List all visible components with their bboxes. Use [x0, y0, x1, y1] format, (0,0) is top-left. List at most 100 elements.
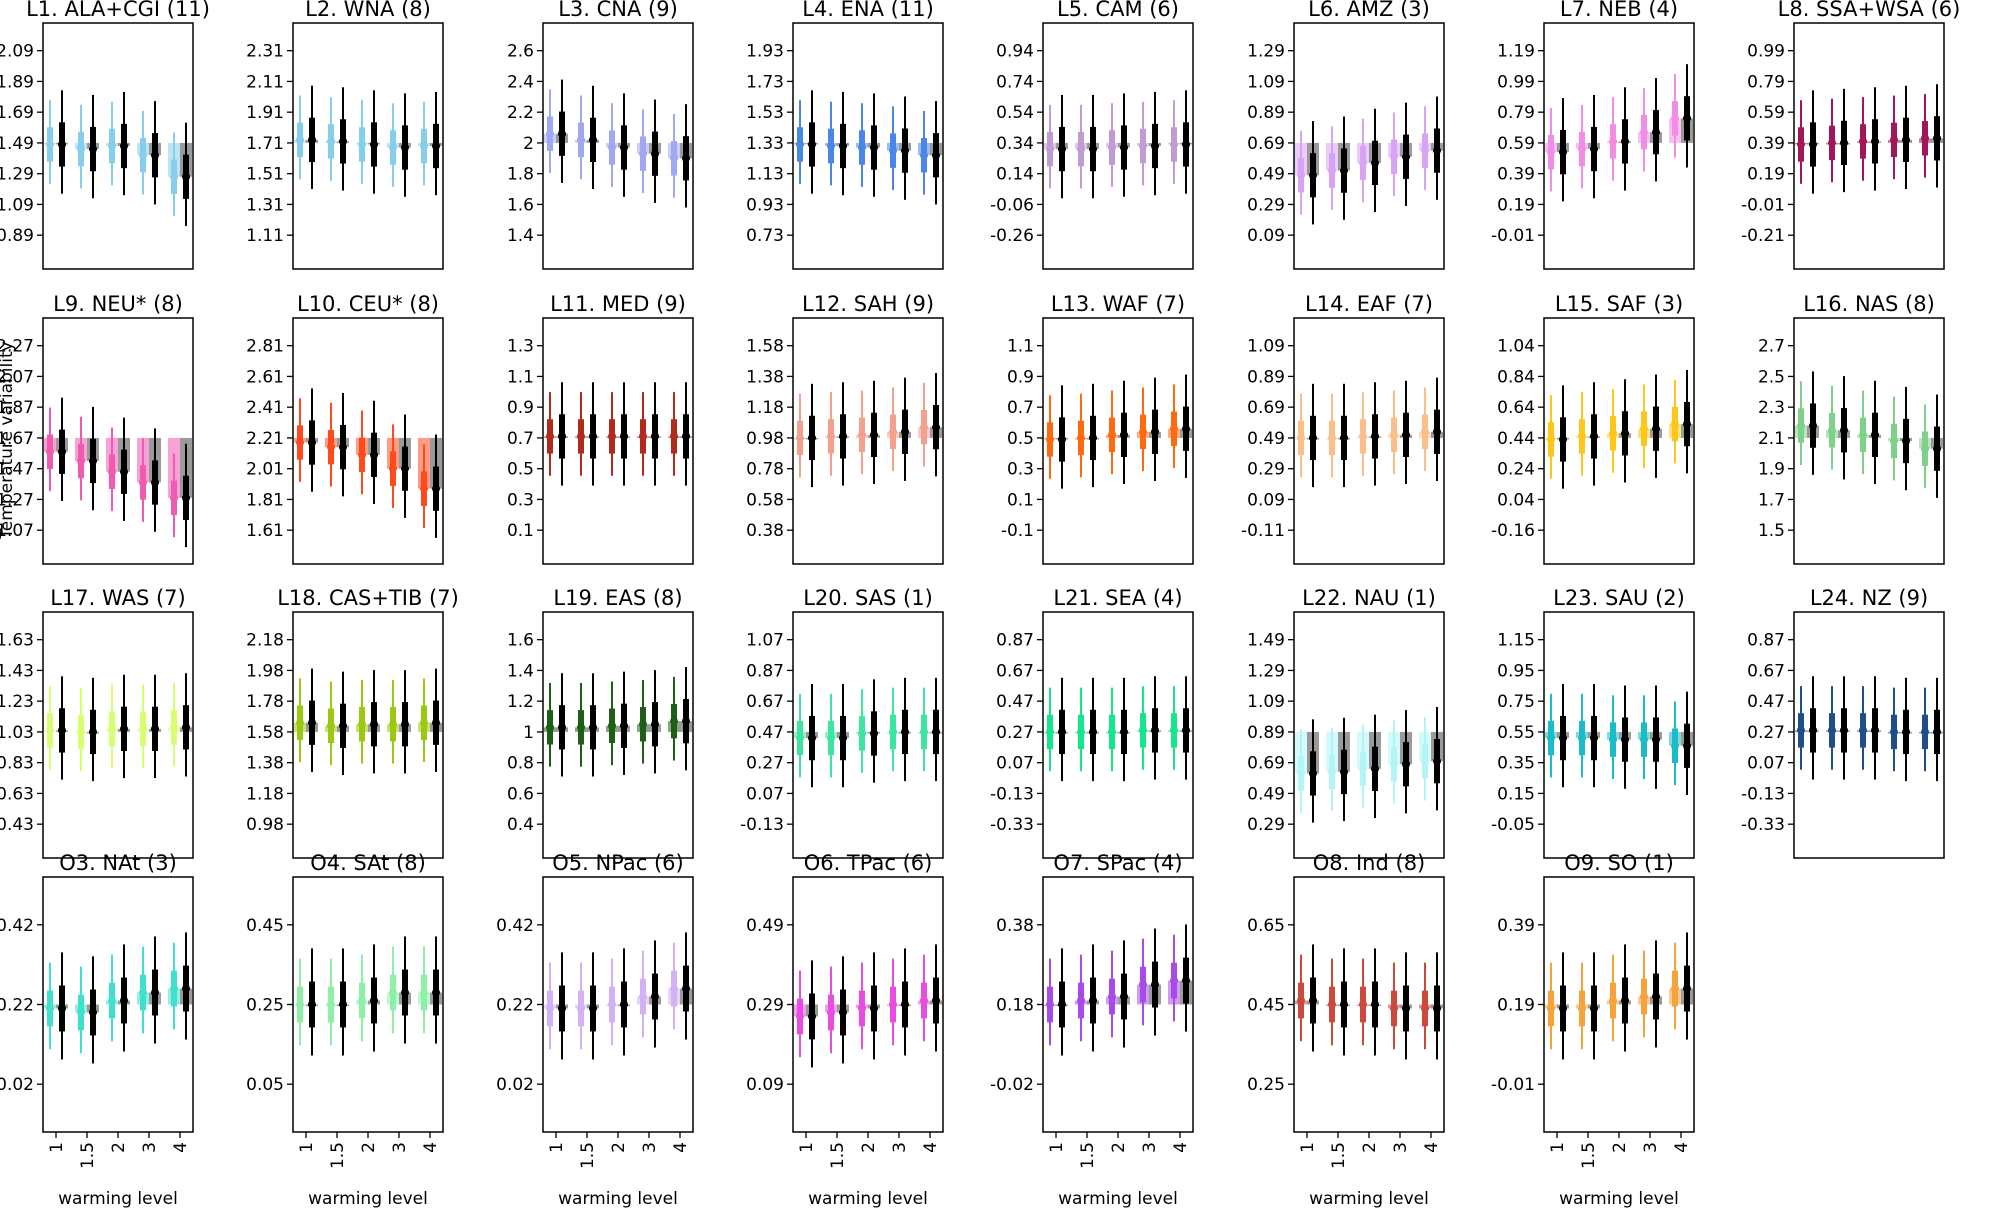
marker-model	[920, 151, 928, 160]
y-tick-label: 0.69	[1247, 754, 1285, 774]
y-tick-label: 2.4	[507, 72, 534, 92]
marker-obs	[682, 432, 690, 441]
y-tick-label: 1.78	[246, 692, 284, 712]
marker-model	[296, 1000, 304, 1009]
marker-model	[1297, 996, 1305, 1005]
y-tick-label: 0.67	[996, 661, 1034, 681]
marker-obs	[1809, 421, 1817, 430]
marker-model	[608, 143, 616, 152]
marker-model	[1609, 996, 1617, 1005]
marker-model	[1578, 734, 1586, 743]
marker-obs	[1058, 1000, 1066, 1009]
y-tick-label: 0.24	[1497, 460, 1535, 480]
marker-model	[1170, 726, 1178, 735]
x-axis-label: warming level	[58, 1189, 178, 1209]
marker-obs	[558, 129, 566, 138]
y-tick-label: 0.19	[1497, 195, 1535, 215]
y-tick-label: 0.25	[246, 996, 284, 1016]
y-tick-label: 1.2	[507, 692, 534, 712]
y-tick-label: 1.07	[746, 631, 784, 651]
panel-1: L1. ALA+CGI (11) 2.09 1.89 1.69 1.49 1.29 1.09…	[0, 0, 210, 270]
panel-title: O5. NPac (6)	[552, 851, 684, 875]
y-tick-label: -0.06	[990, 195, 1034, 215]
marker-model	[1828, 426, 1836, 435]
y-tick-label: 1.53	[746, 103, 784, 123]
marker-obs	[1182, 140, 1190, 149]
panel-title: L19. EAS (8)	[553, 586, 682, 610]
panel-title: L2. WNA (8)	[305, 0, 431, 21]
panel-12: L12. SAH (9) 1.58 1.38 1.18 0.98 0.78 0.58 0.38	[746, 292, 944, 565]
marker-model	[389, 143, 397, 152]
marker-model	[670, 984, 678, 993]
x-tick-label: 1	[297, 1142, 317, 1153]
y-tick-label: -0.1	[1001, 521, 1034, 541]
marker-model	[296, 135, 304, 144]
x-tick-label: 1.5	[828, 1142, 848, 1169]
marker-model	[1328, 767, 1336, 776]
y-tick-label: 2.18	[246, 631, 284, 651]
y-tick-label: 0.4	[507, 815, 534, 835]
x-axis-label: warming level	[1058, 1189, 1178, 1209]
marker-model	[420, 718, 428, 727]
marker-obs	[1371, 432, 1379, 441]
panel-frame	[792, 611, 944, 859]
marker-obs	[1621, 137, 1629, 146]
marker-obs	[339, 443, 347, 452]
marker-model	[1859, 137, 1867, 146]
y-tick-label: 2.27	[0, 337, 34, 357]
marker-obs	[1309, 769, 1317, 778]
marker-model	[796, 140, 804, 149]
y-tick-label: 1.1	[507, 367, 534, 387]
marker-model	[1390, 1004, 1398, 1013]
panel-frame	[1042, 317, 1194, 565]
marker-obs	[1089, 433, 1097, 442]
marker-obs	[370, 720, 378, 729]
y-tick-label: 0.34	[996, 134, 1034, 154]
marker-model	[889, 146, 897, 155]
marker-model	[1108, 727, 1116, 736]
marker-obs	[589, 432, 597, 441]
marker-obs	[1652, 424, 1660, 433]
y-tick-label: 0.42	[496, 916, 534, 936]
y-tick-label: 0.67	[1747, 661, 1785, 681]
marker-obs	[1652, 735, 1660, 744]
y-tick-label: 0.27	[996, 723, 1034, 743]
panel-title: L15. SAF (3)	[1555, 292, 1683, 316]
marker-model	[1046, 145, 1054, 154]
y-tick-label: -0.02	[990, 1075, 1034, 1095]
panel-frame	[792, 22, 944, 270]
marker-obs	[1840, 138, 1848, 147]
y-tick-label: 0.3	[1007, 460, 1034, 480]
panel-title: L10. CEU* (8)	[297, 292, 439, 316]
marker-model	[1547, 148, 1555, 157]
marker-obs	[401, 464, 409, 473]
marker-obs	[339, 137, 347, 146]
y-axis-label: Temperature variability	[0, 341, 17, 539]
marker-obs	[432, 988, 440, 997]
panel-title: L1. ALA+CGI (11)	[26, 0, 210, 21]
y-tick-label: 0.65	[1247, 916, 1285, 936]
marker-model	[46, 726, 54, 735]
marker-obs	[1902, 135, 1910, 144]
panel-frame	[1293, 317, 1445, 565]
x-tick-label: 2	[109, 1142, 129, 1153]
marker-obs	[620, 1000, 628, 1009]
panel-17: L17. WAS (7) 1.63 1.43 1.23 1.03 0.83 0.63 0.43	[0, 586, 194, 859]
marker-obs	[89, 456, 97, 465]
panel-frame	[292, 22, 444, 270]
y-tick-label: 1.19	[1497, 42, 1535, 62]
y-tick-label: 0.89	[1247, 103, 1285, 123]
marker-model	[608, 432, 616, 441]
marker-model	[1890, 727, 1898, 736]
marker-model	[858, 143, 866, 152]
panel-frame	[1543, 22, 1695, 270]
panel-28: O6. TPac (6) 0.49 0.29 0.09 1 1.5 2 3 4 warming l…	[746, 851, 944, 1209]
x-axis-label: warming level	[1309, 1189, 1429, 1209]
marker-model	[858, 430, 866, 439]
y-tick-label: 0.9	[1007, 367, 1034, 387]
marker-obs	[1683, 984, 1691, 993]
panel-11: L11. MED (9) 1.3 1.1 0.9 0.7 0.5 0.3 0.1	[507, 292, 694, 565]
marker-model	[546, 723, 554, 732]
panel-7: L7. NEB (4) 1.19 0.99 0.79 0.59 0.39 0.19 -0.01	[1491, 0, 1695, 270]
